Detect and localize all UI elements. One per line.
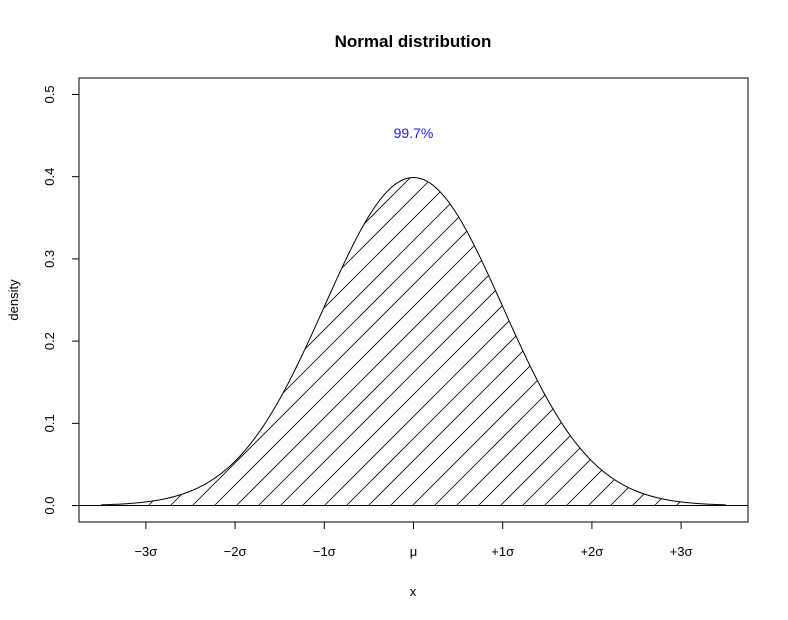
y-tick-label: 0.3 — [42, 250, 57, 268]
x-tick-label: +2σ — [580, 544, 603, 559]
x-tick-label: −1σ — [313, 544, 336, 559]
y-tick-label: 0.5 — [42, 85, 57, 103]
x-tick-label: +1σ — [491, 544, 514, 559]
x-axis-label: x — [410, 584, 417, 599]
coverage-annotation: 99.7% — [394, 125, 434, 141]
y-tick-label: 0.1 — [42, 414, 57, 432]
x-axis: −3σ −2σ −1σ μ +1σ +2σ +3σ — [134, 522, 693, 559]
chart-title: Normal distribution — [335, 32, 492, 51]
plot-frame — [78, 77, 749, 523]
x-tick-label: −3σ — [134, 544, 157, 559]
x-tick-label: +3σ — [670, 544, 693, 559]
y-axis-label: density — [6, 279, 21, 321]
density-curve — [101, 177, 726, 506]
y-axis: 0.0 0.1 0.2 0.3 0.4 0.5 — [42, 85, 79, 515]
y-tick-label: 0.0 — [42, 497, 57, 515]
x-tick-label: μ — [410, 544, 418, 559]
y-tick-label: 0.2 — [42, 332, 57, 350]
y-tick-label: 0.4 — [42, 168, 57, 186]
x-tick-label: −2σ — [224, 544, 247, 559]
